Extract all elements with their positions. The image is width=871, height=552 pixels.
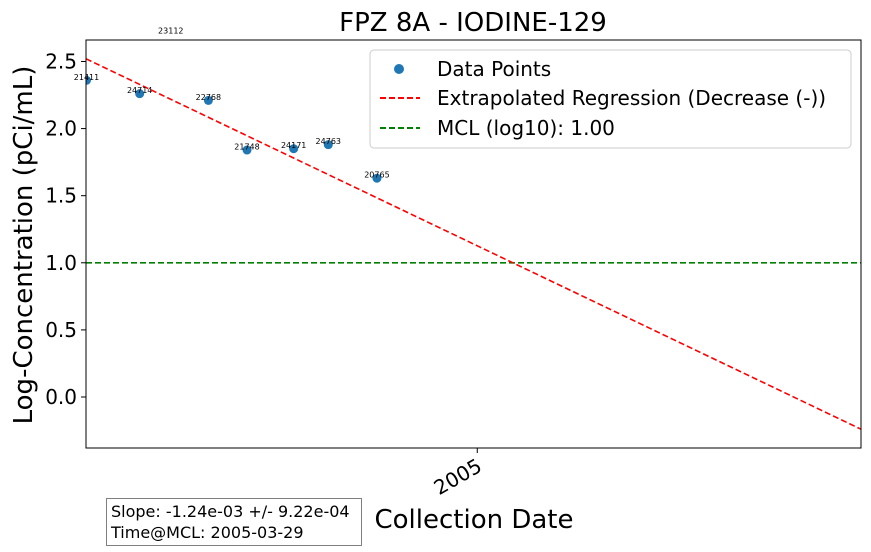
legend-label-regression: Extrapolated Regression (Decrease (-)) bbox=[437, 86, 826, 110]
data-point bbox=[372, 173, 382, 183]
y-tick-label: 1.5 bbox=[45, 184, 77, 208]
y-tick-label: 0.0 bbox=[45, 385, 77, 409]
data-point bbox=[323, 140, 333, 150]
data-point-label: 21411 bbox=[74, 73, 99, 82]
data-point-label: 22768 bbox=[196, 93, 221, 102]
legend-marker-data-points bbox=[394, 64, 404, 74]
data-point bbox=[203, 95, 213, 105]
data-point-label: 21748 bbox=[234, 143, 259, 152]
legend: Data Points Extrapolated Regression (Dec… bbox=[369, 49, 852, 149]
regression-line bbox=[86, 58, 861, 430]
data-point-label: 24171 bbox=[281, 141, 306, 150]
plot-clipped bbox=[86, 58, 861, 430]
x-tick-label: 2005 bbox=[430, 454, 486, 500]
outlier-point-label: 23112 bbox=[158, 27, 183, 36]
y-tick-label: 2.5 bbox=[45, 49, 77, 73]
slope-text: Slope: -1.24e-03 +/- 9.22e-04 bbox=[111, 502, 350, 521]
time-at-mcl-text: Time@MCL: 2005-03-29 bbox=[111, 523, 304, 542]
y-axis-label: Log-Concentration (pCi/mL) bbox=[9, 66, 39, 425]
y-tick-label: 1.0 bbox=[45, 251, 77, 275]
data-point bbox=[242, 145, 252, 155]
y-tick-label: 2.0 bbox=[45, 117, 77, 141]
plot-layer: 21411 24714 22768 21748 24171 24763 20765 23112 bbox=[74, 27, 861, 430]
plot-frame bbox=[85, 39, 862, 449]
chart-title: FPZ 8A - IODINE-129 bbox=[339, 8, 607, 38]
legend-label-data-points: Data Points bbox=[437, 57, 551, 81]
legend-box bbox=[369, 49, 852, 149]
y-tick-label: 0.5 bbox=[45, 318, 77, 342]
legend-label-mcl: MCL (log10): 1.00 bbox=[437, 116, 615, 140]
data-point bbox=[135, 89, 145, 99]
data-point-label: 24763 bbox=[316, 137, 341, 146]
stats-box: Slope: -1.24e-03 +/- 9.22e-04 Time@MCL: … bbox=[106, 498, 362, 546]
data-point bbox=[289, 144, 299, 154]
data-point-label: 20765 bbox=[364, 171, 389, 180]
data-point bbox=[86, 75, 92, 85]
data-point-label: 24714 bbox=[127, 86, 152, 95]
x-axis-label: Collection Date bbox=[374, 505, 573, 535]
